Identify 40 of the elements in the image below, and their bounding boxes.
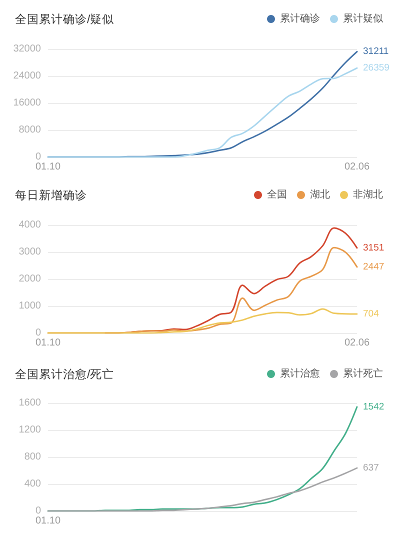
legend-label: 累计死亡 (343, 368, 383, 380)
data-label: 3151 (363, 242, 384, 254)
y-tick-label: 2000 (18, 274, 42, 284)
y-tick-label: 4000 (18, 220, 42, 230)
data-label: 1542 (363, 401, 384, 412)
legend-label: 全国 (267, 188, 287, 200)
x-tick-label: 02.06 (344, 162, 370, 172)
data-label: 637 (363, 462, 379, 474)
legend-label: 非湖北 (353, 188, 383, 200)
legend-label: 累计确诊 (280, 12, 320, 24)
y-tick-label: 24000 (13, 70, 42, 82)
data-label: 704 (363, 308, 379, 320)
line-series (47, 308, 358, 334)
x-tick-label: 01.10 (35, 516, 61, 526)
line-series (47, 67, 358, 158)
data-label: 26359 (363, 62, 390, 74)
chart-title: 每日新增确诊 (15, 188, 87, 202)
x-tick-label: 01.10 (35, 162, 61, 172)
legend-label: 累计治愈 (280, 368, 320, 380)
legend-label: 湖北 (310, 188, 330, 200)
data-label: 31211 (363, 46, 389, 58)
legend-label: 累计疑似 (343, 12, 383, 24)
y-tick-label: 0 (35, 506, 42, 516)
y-tick-label: 8000 (18, 124, 42, 136)
chart-title: 全国累计治愈/死亡 (15, 367, 114, 381)
chart-title: 全国累计确诊/疑似 (15, 13, 114, 26)
x-tick-label: 01.10 (35, 338, 61, 348)
y-tick-label: 400 (24, 478, 42, 490)
line-series (47, 467, 358, 512)
y-tick-label: 1000 (18, 300, 42, 312)
y-tick-label: 32000 (13, 44, 42, 54)
y-tick-label: 3000 (18, 246, 42, 258)
data-label: 2447 (363, 261, 384, 272)
y-tick-label: 0 (35, 328, 42, 338)
x-tick-label: 02.06 (344, 338, 370, 348)
y-tick-label: 1600 (18, 398, 42, 408)
y-tick-label: 0 (35, 152, 42, 162)
y-tick-label: 1200 (18, 424, 42, 436)
y-tick-label: 16000 (13, 98, 42, 108)
y-tick-label: 800 (24, 452, 42, 462)
